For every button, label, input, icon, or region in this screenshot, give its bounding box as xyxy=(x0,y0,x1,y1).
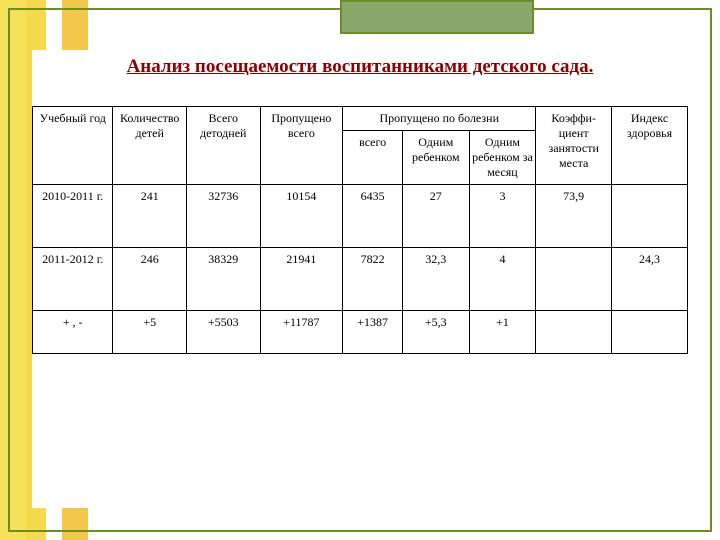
cell-missed: 21941 xyxy=(260,248,343,311)
col-ill-group: Пропущено по болезни xyxy=(343,107,536,131)
cell-days: +5503 xyxy=(186,311,260,354)
cell-count: 246 xyxy=(113,248,187,311)
cell-days: 38329 xyxy=(186,248,260,311)
cell-coeff xyxy=(536,248,612,311)
cell-ill_month: 4 xyxy=(469,248,536,311)
slide-tab xyxy=(340,0,534,34)
col-health: Индекс здоровья xyxy=(612,107,688,185)
col-missed: Пропущено всего xyxy=(260,107,343,185)
cell-coeff xyxy=(536,311,612,354)
table-row: + , -+5+5503+11787+1387+5,3+1 xyxy=(33,311,688,354)
col-ill-total: всего xyxy=(343,131,403,185)
col-days: Всего детодней xyxy=(186,107,260,185)
col-count: Количество детей xyxy=(113,107,187,185)
col-year: Учебный год xyxy=(33,107,113,185)
col-coeff: Коэффи-циент занятости места xyxy=(536,107,612,185)
cell-health xyxy=(612,185,688,248)
cell-missed: +11787 xyxy=(260,311,343,354)
cell-ill_child: 27 xyxy=(402,185,469,248)
table-row: 2010-2011 г.2413273610154643527373,9 xyxy=(33,185,688,248)
cell-count: 241 xyxy=(113,185,187,248)
cell-health xyxy=(612,311,688,354)
cell-health: 24,3 xyxy=(612,248,688,311)
cell-missed: 10154 xyxy=(260,185,343,248)
page-title: Анализ посещаемости воспитанниками детск… xyxy=(32,56,688,78)
cell-days: 32736 xyxy=(186,185,260,248)
cell-ill_child: +5,3 xyxy=(402,311,469,354)
cell-year: 2011-2012 г. xyxy=(33,248,113,311)
cell-ill_month: 3 xyxy=(469,185,536,248)
cell-count: +5 xyxy=(113,311,187,354)
cell-year: 2010-2011 г. xyxy=(33,185,113,248)
cell-year: + , - xyxy=(33,311,113,354)
cell-ill_total: 6435 xyxy=(343,185,403,248)
table-row: 2011-2012 г.2463832921941782232,34 24,3 xyxy=(33,248,688,311)
cell-coeff: 73,9 xyxy=(536,185,612,248)
content-area: Анализ посещаемости воспитанниками детск… xyxy=(32,50,688,508)
col-ill-month: Одним ребенком за месяц xyxy=(469,131,536,185)
attendance-table: Учебный год Количество детей Всего детод… xyxy=(32,106,688,354)
cell-ill_total: +1387 xyxy=(343,311,403,354)
bg-bar xyxy=(0,0,26,540)
col-ill-child: Одним ребенком xyxy=(402,131,469,185)
cell-ill_month: +1 xyxy=(469,311,536,354)
cell-ill_child: 32,3 xyxy=(402,248,469,311)
cell-ill_total: 7822 xyxy=(343,248,403,311)
